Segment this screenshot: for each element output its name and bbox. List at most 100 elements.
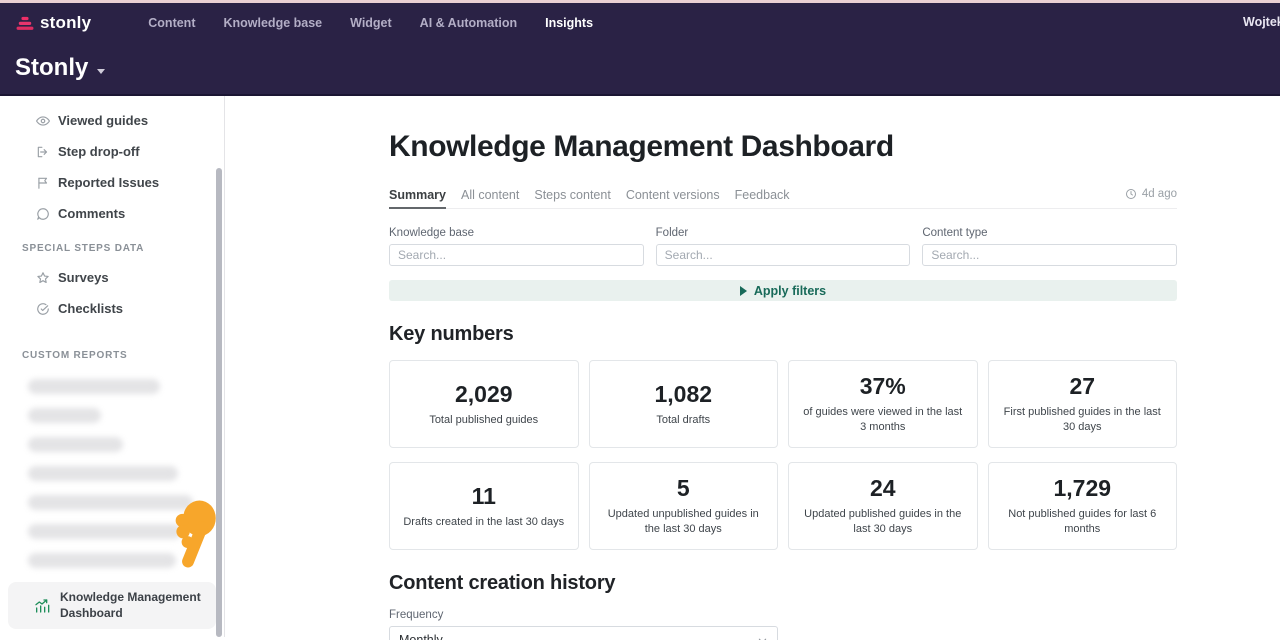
stat-value: 24 [869,475,896,502]
stat-label: Updated published guides in the last 30 … [804,508,962,535]
trend-chart-icon [34,598,50,614]
clock-icon [1125,189,1136,199]
stat-value: 37% [859,373,906,400]
filter-label: Content type [922,227,988,239]
workspace-title[interactable]: Stonly [15,54,89,81]
stat-label: Total published guides [429,413,539,426]
nav-item-knowledge-base[interactable]: Knowledge base [223,15,323,30]
sidebar-item-label: Surveys [58,270,109,285]
stat-value: 1,729 [1053,475,1112,502]
sidebar-item-reported-issues[interactable]: Reported Issues [0,167,224,198]
stat-value: 2,029 [454,380,513,407]
key-numbers-row-2: 11 Drafts created in the last 30 days 5 … [389,462,1177,550]
stonly-logo-text: stonly [40,12,92,32]
redacted-report-item[interactable] [28,495,193,510]
stat-label: Drafts created in the last 30 days [403,515,565,528]
stat-card-first-published-guides: 27 First published guides in the last 30… [987,360,1177,448]
nav-item-content[interactable]: Content [148,15,196,30]
stat-label: Not published guides for last 6 months [1008,508,1157,535]
filter-label: Knowledge base [389,227,475,239]
sidebar-item-viewed-guides[interactable]: Viewed guides [0,105,224,136]
sidebar-section-custom-reports: CUSTOM REPORTS [22,350,128,361]
browser-edge-strip [0,0,1280,3]
main-content: Knowledge Management Dashboard Summary A… [225,96,1280,640]
comment-icon [36,207,50,221]
dashboard-tabs: Summary All content Steps content Conten… [389,188,1177,209]
sidebar-item-label: Checklists [58,301,124,316]
insights-sidebar: Viewed guides Step drop-off Reported Iss… [0,96,225,637]
redacted-report-item[interactable] [28,553,176,568]
tab-feedback[interactable]: Feedback [734,188,790,202]
tab-all-content[interactable]: All content [460,188,520,202]
redacted-report-item[interactable] [28,437,123,452]
redacted-report-item[interactable] [28,524,182,539]
step-out-icon [36,145,50,159]
stat-card-drafts-created: 11 Drafts created in the last 30 days [389,462,579,550]
sidebar-item-label: Viewed guides [58,113,149,128]
stat-card-not-published-guides: 1,729 Not published guides for last 6 mo… [987,462,1177,550]
sidebar-item-label: Step drop-off [58,144,140,159]
main-nav: Content Knowledge base Widget AI & Autom… [148,16,593,30]
last-updated-text: 4d ago [1141,188,1177,200]
check-circle-icon [36,302,50,316]
stat-value: 27 [1069,373,1096,400]
ukraine-flag-icon [97,14,110,23]
sidebar-item-label: Comments [58,206,126,221]
content-type-search-input[interactable] [922,244,1177,266]
sidebar-item-checklists[interactable]: Checklists [0,293,224,324]
sidebar-item-surveys[interactable]: Surveys [0,262,224,293]
sidebar-item-knowledge-management-dashboard[interactable]: Knowledge Management Dashboard [8,582,216,630]
stat-label: Updated unpublished guides in the last 3… [607,508,759,535]
stat-card-updated-unpublished-guides: 5 Updated unpublished guides in the last… [588,462,778,550]
key-numbers-heading: Key numbers [389,323,514,345]
filter-folder: Folder [655,227,911,266]
tab-summary[interactable]: Summary [389,188,446,209]
sidebar-scrollbar[interactable] [216,168,222,637]
tab-steps-content[interactable]: Steps content [534,188,611,202]
apply-filters-label: Apply filters [753,283,827,298]
nav-item-widget[interactable]: Widget [350,15,392,30]
stonly-logo-icon [16,16,34,30]
custom-reports-list-redacted [0,379,224,568]
filter-content-type: Content type [922,227,1177,266]
frequency-label: Frequency [389,609,444,621]
redacted-report-item[interactable] [28,379,160,394]
stat-card-total-drafts: 1,082 Total drafts [588,360,778,448]
content-creation-history-heading: Content creation history [389,572,616,594]
knowledge-base-search-input[interactable] [389,244,644,266]
flag-icon [36,176,50,190]
stat-label: Total drafts [656,413,711,426]
workspace-header: Stonly [0,42,1280,96]
user-menu[interactable]: Wojtek K [1243,15,1280,29]
filter-label: Folder [655,227,689,239]
redacted-report-item[interactable] [28,408,101,423]
sidebar-item-label: Reported Issues [58,175,160,190]
chevron-down-icon [758,638,767,640]
apply-filters-button[interactable]: Apply filters [389,280,1177,301]
last-updated: 4d ago [1125,188,1177,200]
stat-label: First published guides in the last 30 da… [1003,406,1161,433]
sidebar-item-comments[interactable]: Comments [0,198,224,229]
redacted-report-item[interactable] [28,466,178,481]
top-navigation-bar: stonly Content Knowledge base Widget AI … [0,3,1280,42]
nav-item-ai-automation[interactable]: AI & Automation [419,15,518,30]
nav-item-insights[interactable]: Insights [545,15,594,30]
folder-search-input[interactable] [655,244,911,266]
filter-knowledge-base: Knowledge base [389,227,644,266]
stat-value: 1,082 [654,380,713,407]
stat-card-updated-published-guides: 24 Updated published guides in the last … [788,462,978,550]
sidebar-section-special-steps-data: SPECIAL STEPS DATA [22,243,145,254]
eye-icon [36,114,50,128]
sidebar-item-step-drop-off[interactable]: Step drop-off [0,136,224,167]
stat-value: 11 [471,482,496,509]
stat-card-guides-viewed-percent: 37% of guides were viewed in the last 3 … [788,360,978,448]
play-icon [739,285,747,296]
tab-content-versions[interactable]: Content versions [625,188,720,202]
chevron-down-icon[interactable] [97,68,106,74]
pointing-hand-cursor-icon [175,500,216,568]
frequency-select[interactable]: Monthly [389,626,778,640]
stonly-logo[interactable]: stonly [16,13,110,33]
key-numbers-row-1: 2,029 Total published guides 1,082 Total… [389,360,1177,448]
filters-row: Knowledge base Folder Content type [389,227,1177,266]
sidebar-item-label: Knowledge Management Dashboard [60,590,201,620]
